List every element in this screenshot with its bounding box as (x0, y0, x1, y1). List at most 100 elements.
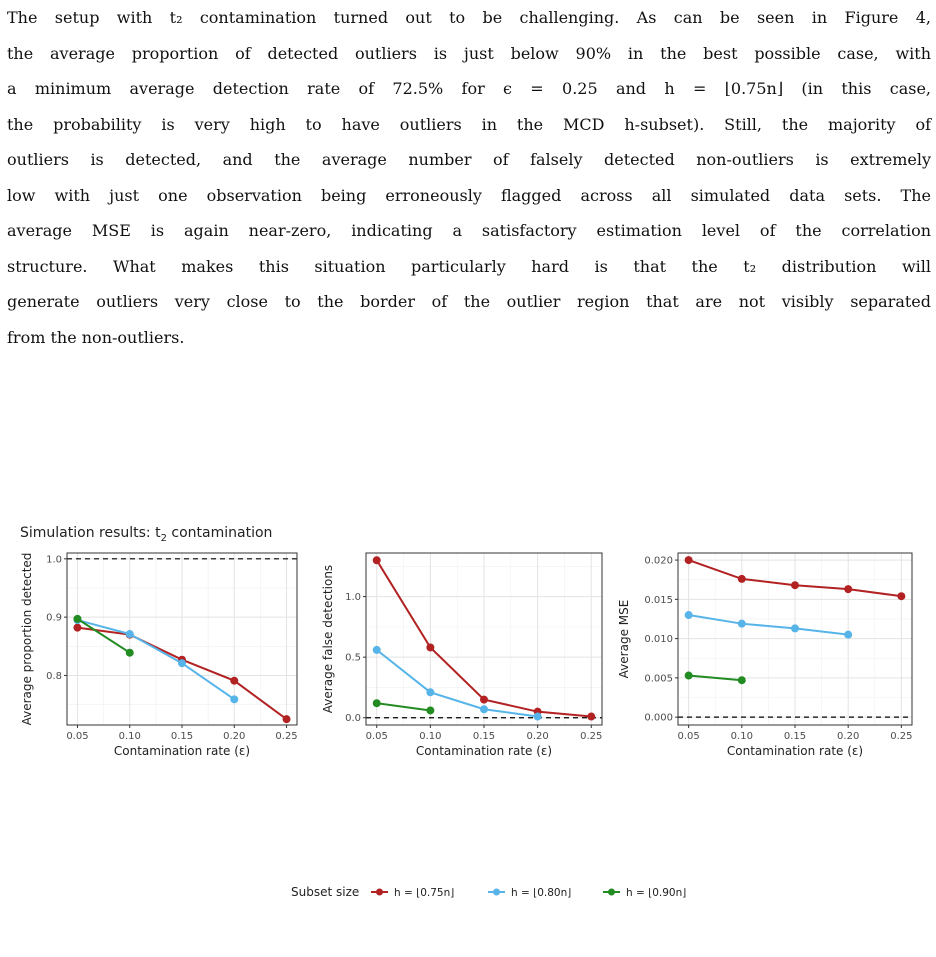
y-tick-label: 1.0 (46, 554, 62, 565)
x-tick-label: 0.25 (580, 731, 602, 742)
paragraph-line: The setup with t₂ contamination turned o… (7, 8, 931, 27)
data-point (737, 574, 746, 583)
plot-border (677, 552, 913, 726)
chart-panel-3: 0.05 0.10 0.15 0.20 0.25 0.000 0.005 0.010 0.015… (617, 552, 913, 758)
legend-title: Subset size (291, 885, 359, 899)
paragraph-line: low with just one observation being erro… (7, 185, 931, 205)
plot-border (66, 552, 298, 726)
y-axis-label: Average false detections (321, 565, 335, 713)
data-point (684, 611, 693, 620)
x-tick-label: 0.20 (223, 731, 245, 742)
plot-border (365, 552, 603, 726)
data-point (125, 630, 134, 639)
x-tick-label: 0.15 (473, 731, 495, 742)
data-point (73, 614, 82, 623)
chart-panels: 0.05 0.10 0.15 0.20 0.25 0.8 0.9 1.0 Contaminati… (20, 552, 913, 758)
x-tick-label: 0.05 (66, 731, 88, 742)
x-axis-label: Contamination rate (ε) (114, 744, 250, 758)
x-tick-label: 0.25 (890, 731, 912, 742)
x-tick-label: 0.20 (527, 731, 549, 742)
y-axis-label: Average MSE (617, 600, 631, 679)
data-point (125, 648, 134, 657)
figure-title-rest: contamination (167, 525, 272, 541)
data-point (480, 695, 488, 704)
y-tick-label: 0.5 (345, 653, 361, 664)
series-line-2 (688, 614, 849, 636)
legend-item-3: h = ⌊0.90n⌋ (603, 887, 686, 899)
figure-simulation-results: Simulation results: t2 contamination 0.0… (20, 525, 913, 899)
y-tick-label: 0.0 (345, 713, 361, 724)
legend-swatch-point (608, 888, 615, 896)
series-line-3 (688, 674, 742, 682)
data-point (372, 699, 381, 708)
paragraph-line: generate outliers very close to the bord… (7, 292, 931, 311)
data-point (897, 592, 906, 601)
y-tick-label: 0.9 (46, 613, 62, 624)
x-tick-label: 0.15 (171, 731, 193, 742)
chart-panel-1: 0.05 0.10 0.15 0.20 0.25 0.8 0.9 1.0 Contaminati… (20, 552, 298, 758)
data-point (282, 715, 291, 724)
data-point (426, 688, 435, 697)
x-axis-label: Contamination rate (ε) (416, 744, 552, 758)
data-point (372, 556, 381, 565)
y-tick-label: 0.005 (644, 673, 673, 684)
data-point (533, 712, 542, 721)
paragraph-line: outliers is detected, and the average nu… (7, 150, 931, 169)
data-point (230, 695, 239, 704)
y-tick-label: 0.8 (46, 671, 62, 682)
figure-title: Simulation results: t2 contamination (20, 525, 272, 544)
data-point (587, 712, 596, 721)
series-line-3 (76, 618, 131, 654)
data-point (372, 645, 381, 654)
x-tick-label: 0.05 (678, 731, 700, 742)
data-point (426, 706, 435, 715)
y-tick-label: 0.015 (644, 595, 673, 606)
data-point (737, 619, 746, 628)
y-tick-label: 1.0 (345, 592, 361, 603)
data-point (480, 705, 488, 714)
x-tick-label: 0.05 (366, 731, 388, 742)
legend-item-1: h = ⌊0.75n⌋ (371, 887, 454, 899)
chart-panel-2: 0.05 0.10 0.15 0.20 0.25 0.0 0.5 1.0 Contaminati… (321, 552, 603, 758)
series-line-2 (376, 649, 538, 718)
x-tick-label: 0.20 (837, 731, 859, 742)
series-line-3 (376, 702, 431, 712)
data-point (737, 676, 746, 685)
x-tick-label: 0.25 (275, 731, 297, 742)
paragraph-line: the average proportion of detected outli… (7, 43, 931, 63)
y-tick-label: 0.000 (644, 713, 673, 724)
paragraph-line: from the non-outliers. (7, 327, 185, 347)
data-point (844, 585, 853, 594)
paragraph-line: a minimum average detection rate of 72.5… (7, 79, 931, 98)
data-point (426, 643, 435, 652)
x-tick-label: 0.15 (784, 731, 806, 742)
x-tick-label: 0.10 (419, 731, 441, 742)
legend-label: h = ⌊0.75n⌋ (394, 887, 454, 899)
x-tick-label: 0.10 (731, 731, 753, 742)
figure-title-sub: 2 (161, 533, 167, 544)
y-axis-label: Average proportion detected (20, 553, 34, 726)
legend-label: h = ⌊0.90n⌋ (626, 887, 686, 899)
series-line-2 (77, 619, 235, 701)
figure-title-main: Simulation results: t (20, 525, 161, 541)
body-paragraph: The setup with t₂ contamination turned o… (7, 0, 931, 355)
paragraph-line: the probability is very high to have out… (7, 114, 931, 134)
legend-label: h = ⌊0.80n⌋ (511, 887, 571, 899)
data-point (844, 630, 853, 639)
data-point (684, 556, 693, 565)
paragraph-line: structure. What makes this situation par… (7, 256, 931, 276)
legend-swatch-point (493, 888, 500, 896)
legend-item-2: h = ⌊0.80n⌋ (488, 887, 571, 899)
legend-swatch-point (376, 888, 383, 896)
y-tick-label: 0.020 (644, 556, 673, 567)
x-axis-label: Contamination rate (ε) (727, 744, 863, 758)
data-point (791, 624, 799, 633)
data-point (684, 671, 693, 680)
data-point (178, 659, 186, 668)
data-point (791, 581, 799, 590)
paragraph-line: average MSE is again near-zero, indicati… (7, 221, 931, 240)
x-tick-label: 0.10 (119, 731, 141, 742)
data-point (230, 676, 239, 685)
data-point (73, 623, 82, 632)
y-tick-label: 0.010 (644, 634, 673, 645)
